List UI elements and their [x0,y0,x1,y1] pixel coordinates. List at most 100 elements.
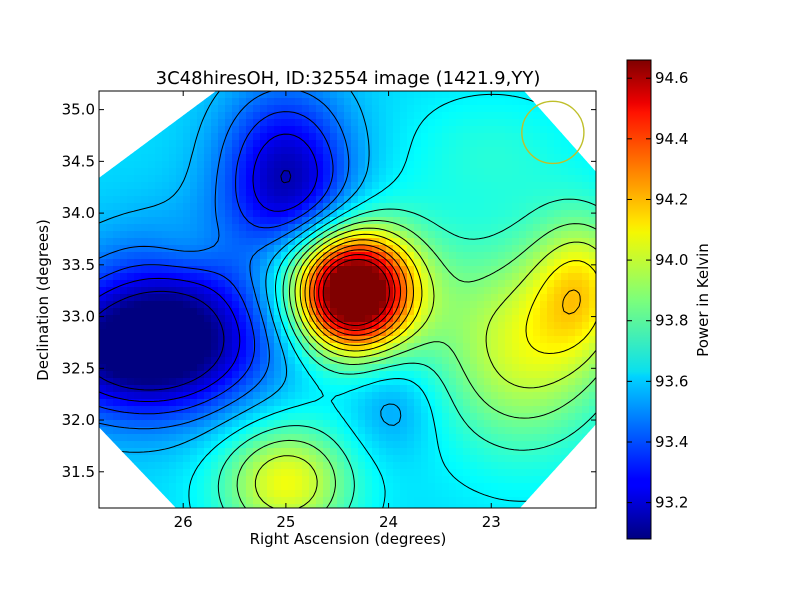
heatmap-cell [372,287,380,295]
heatmap-cell [470,231,478,239]
heatmap-cell [407,147,415,155]
heatmap-cell [134,497,142,505]
heatmap-cell [239,399,247,407]
heatmap-cell [477,406,485,414]
heatmap-cell [302,308,310,316]
heatmap-cell [421,147,429,155]
heatmap-cell [428,483,436,491]
heatmap-cell [477,371,485,379]
heatmap-cell [449,161,457,169]
heatmap-cell [358,497,366,505]
heatmap-cell [365,98,373,106]
heatmap-cell [155,315,163,323]
heatmap-cell [428,315,436,323]
heatmap-cell [386,455,394,463]
contour-line [99,91,350,430]
heatmap-cell [134,322,142,330]
heatmap-cell [442,497,450,505]
heatmap-cell [281,343,289,351]
heatmap-cell [540,364,548,372]
heatmap-cell [421,182,429,190]
heatmap-cell [449,350,457,358]
heatmap-cell [190,224,198,232]
heatmap-cell [526,287,534,295]
heatmap-cell [386,378,394,386]
heatmap-cell [414,427,422,435]
heatmap-cell [99,357,107,365]
heatmap-cell [337,301,345,309]
heatmap-cell [568,126,576,134]
heatmap-cell [351,168,359,176]
heatmap-cell [176,315,184,323]
heatmap-cell [204,385,212,393]
heatmap-cell [204,203,212,211]
heatmap-cell [414,441,422,449]
heatmap-cell [393,161,401,169]
heatmap-cell [134,329,142,337]
heatmap-cell [526,322,534,330]
heatmap-cell [281,385,289,393]
heatmap-cell [351,315,359,323]
heatmap-cell [190,462,198,470]
heatmap-cell [239,154,247,162]
heatmap-cell [239,98,247,106]
heatmap-cell [582,238,590,246]
heatmap-cell [582,448,590,456]
heatmap-cell [218,98,226,106]
heatmap-cell [281,182,289,190]
heatmap-cell [519,455,527,463]
heatmap-cell [575,266,583,274]
heatmap-cell [323,371,331,379]
heatmap-cell [463,406,471,414]
heatmap-cell [211,462,219,470]
heatmap-cell [281,112,289,120]
heatmap-cell [106,441,114,449]
heatmap-cell [239,350,247,358]
heatmap-cell [505,91,513,99]
contour-line [322,258,390,326]
heatmap-cell [568,399,576,407]
heatmap-cell [575,378,583,386]
heatmap-cell [519,315,527,323]
heatmap-cell [540,350,548,358]
heatmap-cell [211,259,219,267]
heatmap-cell [554,112,562,120]
heatmap-cell [316,308,324,316]
heatmap-cell [141,385,149,393]
heatmap-cell [589,329,596,337]
heatmap-cell [106,119,114,127]
heatmap-cell [526,448,534,456]
heatmap-cell [547,252,555,260]
heatmap-cell [113,427,121,435]
heatmap-cell [379,161,387,169]
heatmap-cell [190,266,198,274]
heatmap-cell [141,231,149,239]
heatmap-cell [407,357,415,365]
heatmap-cell [302,483,310,491]
heatmap-cell [393,196,401,204]
heatmap-cell [225,455,233,463]
heatmap-cell [302,392,310,400]
heatmap-cell [582,98,590,106]
heatmap-cell [561,273,569,281]
heatmap-cell [491,343,499,351]
heatmap-cell [337,490,345,498]
heatmap-cell [554,308,562,316]
heatmap-cell [183,98,191,106]
heatmap-cell [302,182,310,190]
heatmap-cell [239,259,247,267]
heatmap-cell [127,413,135,421]
heatmap-cell [288,364,296,372]
heatmap-cell [288,91,296,99]
heatmap-cell [281,483,289,491]
heatmap-cell [176,259,184,267]
heatmap-cell [386,238,394,246]
heatmap-cell [148,343,156,351]
heatmap-cell [134,252,142,260]
heatmap-cell [337,287,345,295]
heatmap-cell [330,322,338,330]
heatmap-cell [386,336,394,344]
heatmap-cell [421,224,429,232]
heatmap-cell [218,238,226,246]
heatmap-cell [288,224,296,232]
